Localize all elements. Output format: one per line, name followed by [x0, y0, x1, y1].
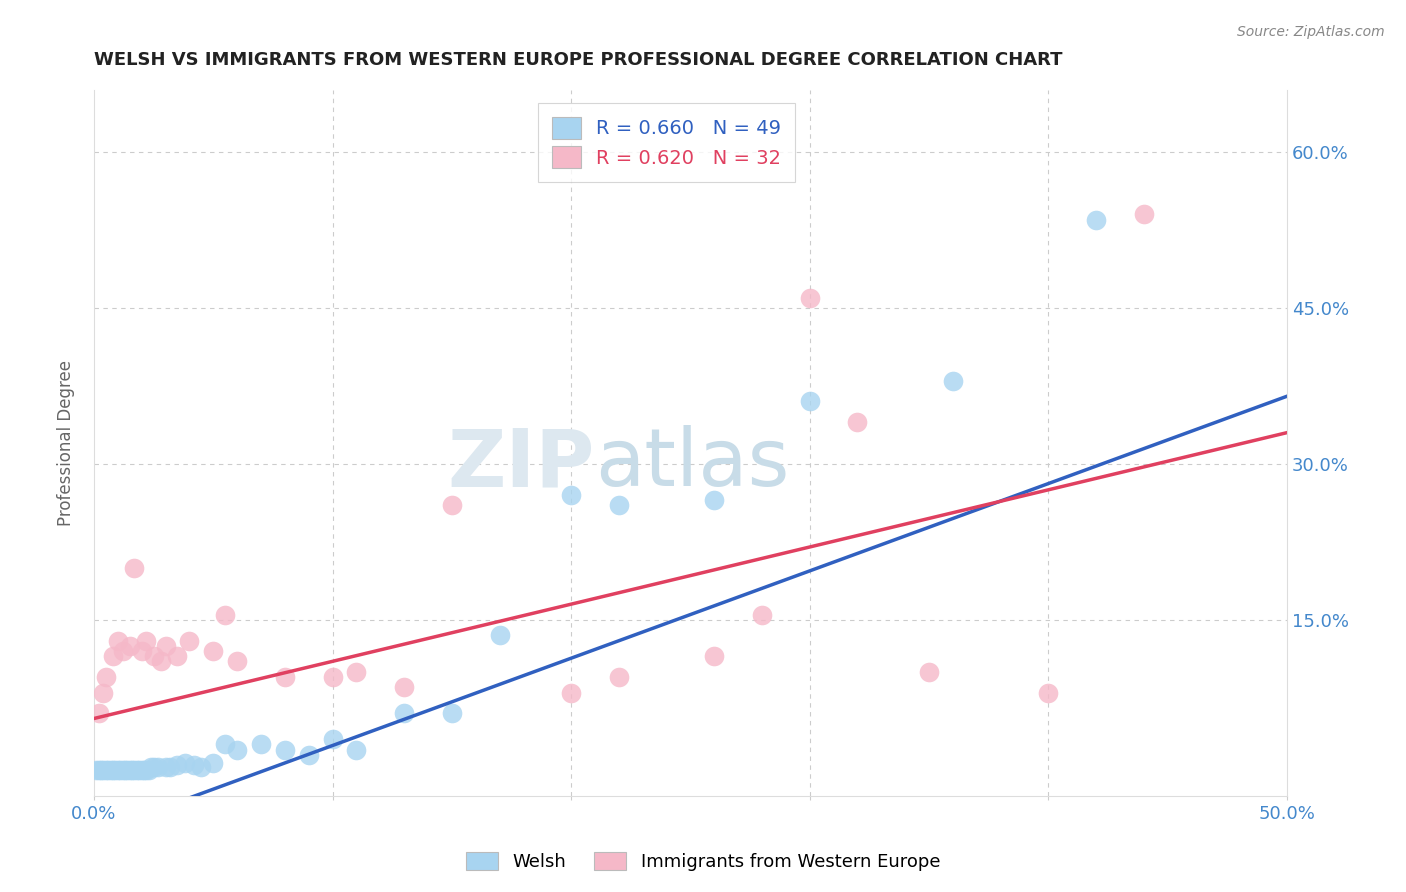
Point — [118, 639, 141, 653]
Point — [131, 644, 153, 658]
Point — [846, 415, 869, 429]
Point — [148, 760, 170, 774]
Point — [1132, 207, 1154, 221]
Text: ZIP: ZIP — [447, 425, 595, 503]
Point — [214, 607, 236, 622]
Text: atlas: atlas — [595, 425, 789, 503]
Point — [132, 764, 155, 778]
Point — [135, 633, 157, 648]
Point — [111, 644, 134, 658]
Point — [274, 742, 297, 756]
Point — [179, 633, 201, 648]
Point — [111, 764, 134, 778]
Point — [142, 649, 165, 664]
Point — [131, 764, 153, 778]
Point — [107, 764, 129, 778]
Point — [166, 649, 188, 664]
Point — [1084, 212, 1107, 227]
Point — [114, 764, 136, 778]
Point — [124, 764, 146, 778]
Point — [202, 756, 225, 771]
Point — [108, 764, 131, 778]
Point — [94, 764, 117, 778]
Text: Source: ZipAtlas.com: Source: ZipAtlas.com — [1237, 25, 1385, 39]
Point — [183, 758, 205, 772]
Point — [100, 764, 122, 778]
Point — [274, 670, 297, 684]
Point — [166, 758, 188, 772]
Point — [321, 732, 343, 747]
Point — [118, 764, 141, 778]
Point — [298, 747, 321, 762]
Point — [93, 764, 115, 778]
Point — [560, 685, 582, 699]
Point — [440, 499, 463, 513]
Point — [942, 374, 965, 388]
Point — [799, 394, 821, 409]
Point — [101, 649, 124, 664]
Point — [344, 742, 367, 756]
Point — [488, 628, 510, 642]
Point — [226, 654, 249, 668]
Point — [607, 499, 630, 513]
Point — [560, 488, 582, 502]
Point — [125, 764, 148, 778]
Point — [155, 639, 177, 653]
Point — [121, 764, 143, 778]
Point — [101, 764, 124, 778]
Point — [128, 764, 150, 778]
Point — [124, 561, 146, 575]
Point — [214, 738, 236, 752]
Point — [392, 681, 415, 695]
Point — [159, 760, 181, 774]
Point — [190, 760, 212, 774]
Point — [94, 670, 117, 684]
Point — [250, 738, 273, 752]
Point — [87, 764, 110, 778]
Point — [142, 760, 165, 774]
Point — [104, 764, 127, 778]
Point — [149, 654, 172, 668]
Point — [344, 665, 367, 679]
Point — [135, 764, 157, 778]
Point — [173, 756, 195, 771]
Point — [90, 764, 112, 778]
Point — [87, 706, 110, 721]
Point — [107, 633, 129, 648]
Point — [141, 760, 163, 774]
Point — [226, 742, 249, 756]
Point — [799, 291, 821, 305]
Point — [918, 665, 941, 679]
Point — [440, 706, 463, 721]
Point — [607, 670, 630, 684]
Point — [155, 760, 177, 774]
Point — [202, 644, 225, 658]
Point — [703, 649, 725, 664]
Point — [93, 685, 115, 699]
Point — [392, 706, 415, 721]
Point — [86, 764, 108, 778]
Y-axis label: Professional Degree: Professional Degree — [58, 360, 75, 526]
Text: WELSH VS IMMIGRANTS FROM WESTERN EUROPE PROFESSIONAL DEGREE CORRELATION CHART: WELSH VS IMMIGRANTS FROM WESTERN EUROPE … — [94, 51, 1063, 69]
Point — [703, 493, 725, 508]
Point — [97, 764, 120, 778]
Point — [1038, 685, 1060, 699]
Point — [117, 764, 139, 778]
Legend: Welsh, Immigrants from Western Europe: Welsh, Immigrants from Western Europe — [458, 845, 948, 879]
Point — [138, 764, 160, 778]
Legend: R = 0.660   N = 49, R = 0.620   N = 32: R = 0.660 N = 49, R = 0.620 N = 32 — [538, 103, 794, 182]
Point — [751, 607, 773, 622]
Point — [321, 670, 343, 684]
